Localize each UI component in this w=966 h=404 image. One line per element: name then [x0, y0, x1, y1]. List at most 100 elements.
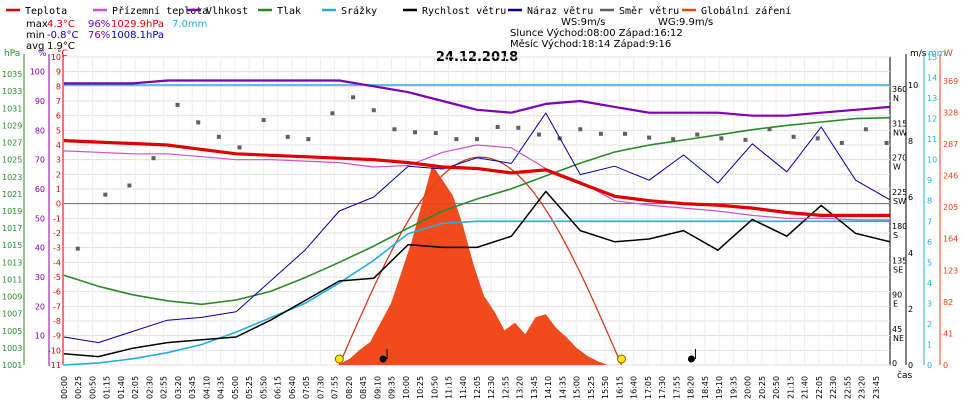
x-tick-label: 07:30 [316, 376, 325, 399]
y-tick-pressure: 1019 [2, 207, 22, 216]
stats-max-humidity: 96% [88, 19, 110, 30]
y-tick-wind: 8 [908, 137, 913, 146]
y-tick-rain: 5 [927, 258, 932, 267]
direction-point [598, 131, 603, 136]
info-wind-gust: WG:9.9m/s [658, 17, 713, 28]
y-tick-direction: 45 [892, 325, 902, 334]
y-tick-humidity: 70 [35, 156, 45, 165]
y-tick-radiation: 41 [943, 329, 953, 338]
x-tick-label: 05:00 [231, 376, 240, 399]
y-tick-direction: 225 [892, 188, 907, 197]
y-tick-temperature: -4 [53, 258, 61, 267]
plot-layer [63, 79, 891, 366]
y-tick-direction: 270 [892, 154, 907, 163]
x-tick-label: 03:20 [174, 376, 183, 399]
x-tick-label: 16:40 [630, 376, 639, 399]
x-tick-label: 21:40 [801, 376, 810, 399]
direction-point [622, 131, 627, 136]
y-tick-direction-name: E [893, 300, 898, 309]
x-tick-label: 23:20 [858, 376, 867, 399]
x-tick-label: 13:20 [516, 376, 525, 399]
stats-max-temp: 4.3°C [47, 19, 75, 30]
direction-point [647, 135, 652, 140]
y-tick-direction: 135 [892, 256, 907, 265]
direction-point [433, 131, 438, 136]
x-tick-label: 01:40 [117, 376, 126, 399]
y-tick-humidity: 30 [35, 273, 45, 282]
y-tick-rain: 2 [927, 320, 932, 329]
y-tick-rain: 1 [927, 340, 932, 349]
direction-point [413, 130, 418, 135]
y-tick-temperature: 0 [56, 200, 61, 209]
moonset-marker [379, 355, 387, 363]
direction-point [392, 127, 397, 132]
y-tick-radiation: 0 [943, 361, 948, 370]
x-tick-label: 05:25 [245, 376, 254, 399]
y-tick-rain: 0 [927, 361, 932, 370]
y-tick-radiation: 164 [943, 235, 958, 244]
x-tick-label: 09:10 [373, 376, 382, 399]
stats-avg-temp: 1.9°C [47, 41, 75, 52]
x-tick-label: 15:00 [573, 376, 582, 399]
x-tick-label: 02:30 [145, 376, 154, 399]
x-tick-label: 10:00 [402, 376, 411, 399]
series-sr-ky [63, 220, 890, 366]
y-tick-direction-name: SW [893, 197, 906, 206]
y-tick-radiation: 82 [943, 298, 953, 307]
x-tick-label: 22:30 [829, 376, 838, 399]
y-tick-temperature: -7 [53, 302, 61, 311]
x-tick-label: 12:55 [501, 376, 510, 399]
x-tick-label: 02:55 [160, 376, 169, 399]
x-tick-label: 14:35 [558, 376, 567, 399]
stats-max-label: max [26, 19, 48, 30]
direction-point [671, 137, 676, 142]
x-tick-label: 19:10 [715, 376, 724, 399]
x-tick-label: 10:25 [416, 376, 425, 399]
y-tick-temperature: 2 [56, 170, 61, 179]
y-tick-temperature: 4 [56, 141, 61, 150]
series-p-zemn-teplota [63, 144, 890, 221]
series-rychlost-v-tru [63, 190, 891, 358]
y-tick-pressure: 1007 [2, 310, 22, 319]
series-vlhkost [64, 79, 891, 117]
x-tick-label: 17:55 [672, 376, 681, 399]
unit-mm: mm [928, 49, 946, 59]
y-tick-radiation: 123 [943, 266, 958, 275]
direction-point [175, 102, 180, 107]
direction-point [719, 136, 724, 141]
x-tick-label: 00:00 [60, 376, 69, 399]
x-tick-label: 13:45 [530, 376, 539, 399]
unit-ms: m/s [910, 49, 927, 59]
legend-label: Přízemní teplota [112, 5, 208, 17]
x-tick-label: 06:40 [288, 376, 297, 399]
x-tick-label: 17:30 [658, 376, 667, 399]
y-tick-pressure: 1023 [2, 173, 22, 182]
series-teplota [63, 139, 890, 217]
y-tick-rain: 14 [927, 74, 937, 83]
legend-label: Směr větru [619, 5, 679, 17]
y-tick-humidity: 90 [35, 97, 45, 106]
y-tick-humidity: 40 [35, 244, 45, 253]
stats-max-pressure: 1029.9hPa [111, 19, 164, 30]
y-tick-temperature: 6 [56, 112, 61, 121]
y-tick-humidity: 80 [35, 126, 45, 135]
y-tick-temperature: 8 [56, 82, 61, 91]
y-tick-direction-name: NE [893, 334, 904, 343]
stats-min-label: min [26, 30, 45, 41]
direction-point [516, 125, 521, 130]
y-tick-humidity: 60 [35, 185, 45, 194]
radiation-clear-sky [338, 156, 623, 366]
y-tick-radiation: 205 [943, 203, 958, 212]
x-tick-label: 18:45 [701, 376, 710, 399]
y-tick-pressure: 1009 [2, 293, 22, 302]
direction-point [475, 137, 479, 142]
legend-label: Globální záření [701, 5, 791, 17]
direction-point [103, 192, 108, 197]
direction-point [351, 95, 356, 100]
y-tick-temperature: -11 [48, 361, 61, 370]
y-tick-temperature: 10 [51, 53, 61, 62]
x-tick-label: 07:55 [331, 376, 340, 399]
legend-label: Srážky [341, 5, 377, 17]
